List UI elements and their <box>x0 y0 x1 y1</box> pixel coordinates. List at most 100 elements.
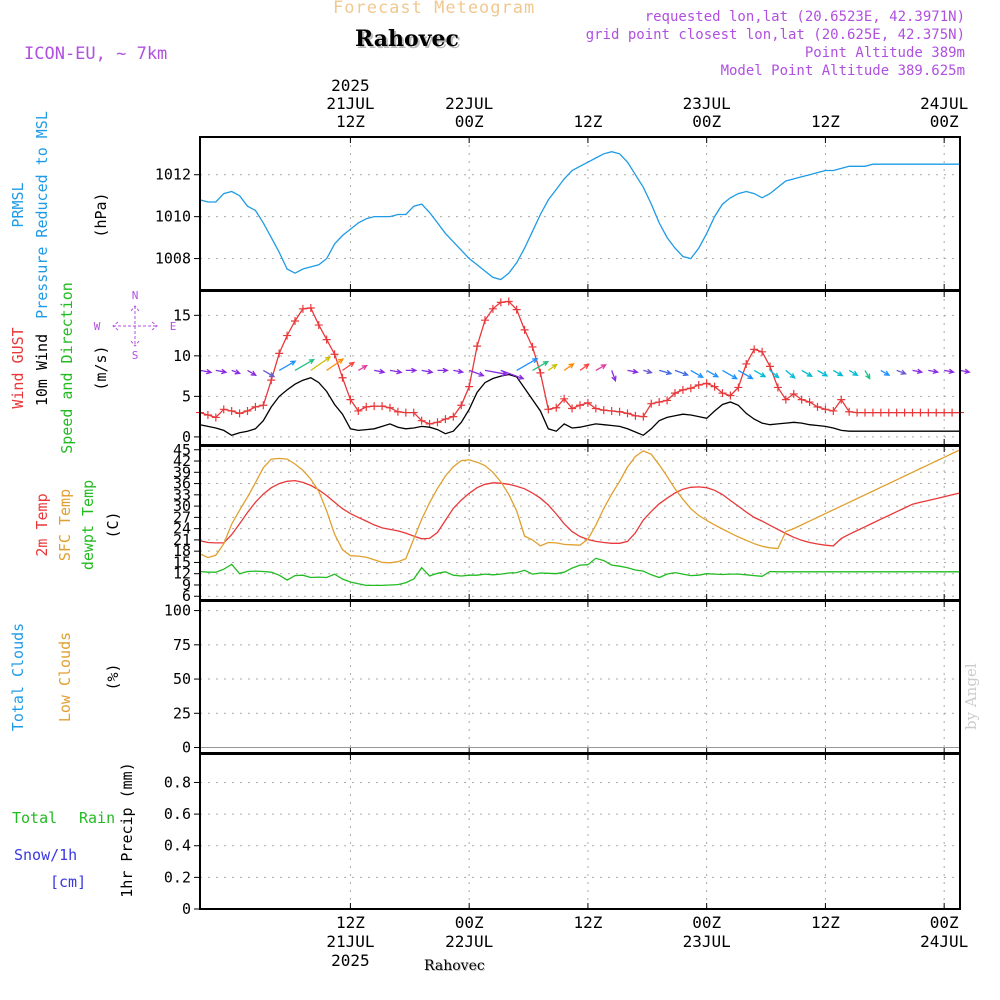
gust-marker <box>892 408 901 417</box>
temp-sfc-label: SFC Temp <box>56 489 74 561</box>
rain-label-rain: Rain <box>79 809 115 827</box>
gust-marker <box>275 349 284 358</box>
gust-marker <box>512 305 521 314</box>
temp-unit-label: (C) <box>104 511 122 538</box>
wind-direction-arrow <box>247 369 257 376</box>
wind-direction-arrow <box>547 363 558 371</box>
gust-marker <box>766 362 774 371</box>
time-label-bottom: 24JUL <box>920 932 968 951</box>
wind-direction-arrow <box>801 369 814 377</box>
time-label-top: 2025 <box>331 76 370 95</box>
gust-marker <box>393 407 402 416</box>
gust-marker <box>298 304 307 313</box>
series-sfc-temp <box>199 449 961 564</box>
time-label-bottom: 12Z <box>336 913 365 932</box>
gust-marker <box>417 416 426 425</box>
gust-marker <box>473 342 482 351</box>
wind-direction-arrow <box>326 358 345 371</box>
gust-marker <box>615 407 624 416</box>
temp-dewpt-label: dewpt Temp <box>79 480 97 570</box>
footer-location: Rahovec <box>424 958 485 974</box>
gust-marker <box>821 405 830 414</box>
gust-marker <box>227 406 236 415</box>
wind-direction-arrow <box>231 369 242 375</box>
wind-direction-arrow <box>706 369 720 378</box>
wind-direction-arrow <box>896 369 908 375</box>
wind-direction-arrow <box>579 363 590 371</box>
gust-marker <box>655 398 664 407</box>
wind-ytick-label: 0 <box>182 428 191 446</box>
gust-marker <box>663 396 672 405</box>
gust-marker <box>520 325 529 334</box>
gust-marker <box>623 409 632 418</box>
temp-2m-label: 2m Temp <box>33 493 51 556</box>
wind-direction-arrow <box>611 370 617 383</box>
wind-ytick-label: 5 <box>182 387 191 405</box>
gust-marker <box>457 401 466 410</box>
gust-marker <box>552 403 561 412</box>
wind-ytick-label: 15 <box>173 306 191 324</box>
low-clouds-label: Low Clouds <box>56 632 74 722</box>
gust-marker <box>671 389 679 398</box>
gust-marker <box>306 304 315 313</box>
gust-marker <box>536 368 545 377</box>
wind-direction-arrow <box>278 360 297 371</box>
gust-marker <box>916 408 925 417</box>
gust-marker <box>235 409 244 418</box>
wind-direction-arrow <box>374 368 386 375</box>
wind-direction-arrow <box>769 369 780 379</box>
series-10m-wind <box>199 373 960 437</box>
wind-direction-arrow <box>421 368 434 375</box>
gust-marker <box>243 406 252 415</box>
wind-direction-arrow <box>500 369 525 380</box>
time-label-bottom: 00Z <box>692 913 721 932</box>
wind-direction-arrow <box>912 368 924 375</box>
gust-marker <box>718 389 727 398</box>
gust-marker <box>267 376 276 385</box>
compass-s-label: S <box>132 349 139 362</box>
time-label-top: 12Z <box>336 112 365 131</box>
gust-marker <box>291 316 299 325</box>
pressure-ytick-label: 1012 <box>155 166 191 184</box>
gust-marker <box>908 408 917 417</box>
wind-direction-arrow <box>516 357 539 371</box>
wind-direction-arrow <box>389 368 403 375</box>
gust-marker <box>409 408 418 417</box>
precip-ytick-label: 0 <box>182 900 191 918</box>
wind-direction-arrow <box>928 368 940 375</box>
gust-marker <box>940 408 949 417</box>
wind-unit-label: (m/s) <box>92 345 110 390</box>
wind-direction-arrow <box>643 368 653 375</box>
gust-marker <box>702 379 711 388</box>
temperature-ytick-label: 6 <box>182 587 191 605</box>
gust-marker <box>488 304 497 313</box>
grid-coords: grid point closest lon,lat (20.625E, 42.… <box>585 27 965 43</box>
wind-direction-arrow <box>563 363 575 371</box>
temperature-ytick-label: 42 <box>173 452 191 470</box>
gust-marker <box>576 401 584 410</box>
gust-marker <box>338 373 347 382</box>
clouds-frame <box>199 600 961 754</box>
wind-direction-label: Speed and Direction <box>58 282 76 454</box>
gust-marker <box>386 403 394 412</box>
wind-label: 10m Wind <box>33 334 51 406</box>
total-clouds-label: Total Clouds <box>9 623 27 731</box>
pressure-ytick-label: 1008 <box>155 250 191 268</box>
gust-marker <box>259 401 268 410</box>
gust-marker <box>631 411 640 420</box>
temperature-ytick-label: 39 <box>173 463 191 481</box>
gust-marker <box>203 411 212 420</box>
gust-marker <box>781 395 790 404</box>
gust-marker <box>647 399 656 408</box>
gust-marker <box>607 406 616 415</box>
time-label-top: 00Z <box>455 112 484 131</box>
gust-marker <box>330 350 339 359</box>
time-label-bottom: 12Z <box>573 913 602 932</box>
time-label-top: 00Z <box>692 112 721 131</box>
gust-marker <box>726 391 735 400</box>
gust-marker <box>251 402 260 411</box>
series-dewpt-temp <box>199 557 960 587</box>
gust-marker <box>362 402 371 411</box>
gust-marker <box>441 415 450 424</box>
temperature-ytick-label: 21 <box>173 531 191 549</box>
